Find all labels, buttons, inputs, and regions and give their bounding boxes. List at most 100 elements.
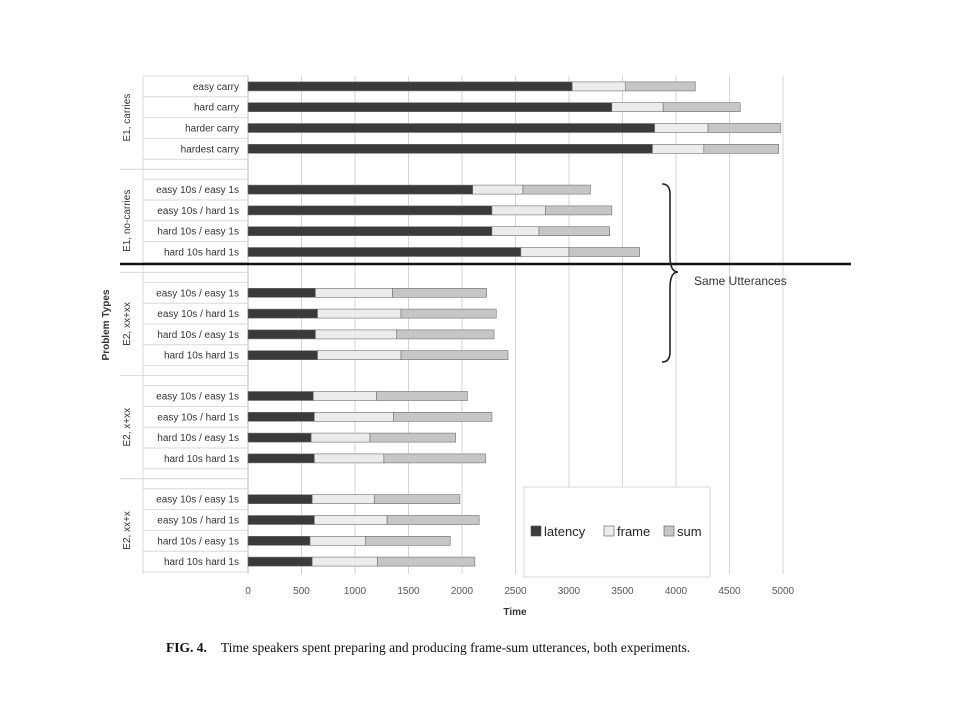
category-label: hard 10s hard 1s	[164, 351, 239, 362]
x-tick-label: 500	[293, 586, 310, 597]
bar-frame	[314, 453, 385, 464]
bar-latency	[247, 144, 653, 154]
same-utterances-annotation: Same Utterances	[694, 274, 787, 288]
bars	[247, 81, 782, 567]
legend-label-sum: sum	[677, 524, 702, 539]
bar-frame	[312, 391, 377, 401]
group-label: E1, no-carries	[122, 190, 133, 252]
category-label: easy 10s / hard 1s	[157, 516, 239, 527]
bar-latency	[247, 184, 473, 195]
bar-frame	[314, 411, 394, 422]
bar-frame	[317, 350, 402, 361]
bar-sum	[568, 247, 640, 257]
bar-sum	[625, 81, 696, 92]
bar-sum	[373, 494, 461, 505]
bar-sum	[365, 535, 451, 546]
bar-frame	[472, 184, 524, 195]
group-label: E2, xx+xx	[122, 302, 133, 346]
category-label: hard 10s / easy 1s	[157, 330, 239, 341]
group-label: E2, xx+x	[122, 511, 133, 550]
figure-label: FIG. 4.	[166, 640, 207, 655]
bar-frame	[491, 226, 540, 236]
bar-frame	[314, 515, 388, 525]
x-tick-label: 1500	[397, 586, 420, 597]
bar-sum	[383, 453, 486, 464]
bar-sum	[703, 144, 780, 154]
chart: easy carry hard carry harder carry hardest …	[101, 75, 851, 618]
bar-latency	[247, 205, 493, 216]
bar-sum	[662, 102, 741, 112]
bar-frame	[309, 535, 366, 546]
category-label: hard 10s / easy 1s	[157, 433, 239, 444]
x-tick-labels: 0 500 1000 1500 2000 2500 3000 3500 4000 4500 5000	[245, 586, 794, 597]
x-axis-title: Time	[503, 607, 527, 618]
bar-latency	[247, 247, 522, 257]
figure-caption: FIG. 4. Time speakers spent preparing and…	[166, 640, 866, 656]
bar-sum	[392, 287, 487, 298]
legend-swatch-sum	[663, 525, 675, 537]
category-label: hard 10s hard 1s	[164, 454, 239, 465]
bar-latency	[247, 391, 314, 401]
bar-latency	[247, 81, 573, 92]
bar-latency	[247, 350, 318, 361]
bar-sum	[396, 329, 495, 340]
bar-sum	[707, 123, 782, 133]
bar-frame	[611, 102, 664, 112]
group-label: E1, carries	[122, 94, 133, 142]
bar-latency	[247, 411, 315, 422]
caption-text: Time speakers spent preparing and produc…	[220, 640, 691, 655]
category-label: harder carry	[185, 124, 239, 135]
bar-sum	[400, 308, 497, 319]
y-axis-title: Problem Types	[101, 289, 112, 360]
bar-latency	[247, 453, 315, 464]
bar-sum	[400, 350, 509, 361]
bar-frame	[491, 205, 546, 216]
category-label: hard carry	[194, 103, 239, 114]
bar-latency	[247, 535, 311, 546]
bar-sum	[545, 205, 613, 216]
x-tick-label: 0	[245, 586, 251, 597]
x-tick-label: 2000	[451, 586, 474, 597]
category-label: hard 10s hard 1s	[164, 557, 239, 568]
curly-brace	[661, 183, 679, 363]
legend-label-frame: frame	[617, 524, 650, 539]
bar-frame	[311, 494, 375, 505]
bar-frame	[571, 81, 627, 92]
bar-latency	[247, 308, 318, 319]
category-label: hardest carry	[181, 144, 239, 155]
bar-latency	[247, 123, 655, 133]
bar-sum	[522, 184, 591, 195]
bar-sum	[369, 432, 456, 443]
legend-box	[523, 486, 711, 578]
bar-latency	[247, 329, 316, 340]
x-tick-label: 3000	[558, 586, 581, 597]
bar-latency	[247, 494, 313, 505]
bar-frame	[654, 123, 709, 133]
category-label: easy carry	[193, 82, 239, 93]
bar-frame	[520, 247, 570, 257]
category-label: hard 10s / easy 1s	[157, 536, 239, 547]
x-tick-label: 4500	[718, 586, 741, 597]
category-label: easy 10s / easy 1s	[156, 185, 239, 196]
group-label: E2, x+xx	[122, 408, 133, 447]
x-tick-label: 5000	[772, 586, 795, 597]
bar-latency	[247, 102, 613, 112]
category-label: easy 10s / hard 1s	[157, 412, 239, 423]
bar-sum	[386, 515, 480, 525]
bar-latency	[247, 432, 312, 443]
plot-frame	[120, 75, 249, 574]
bar-frame	[315, 287, 393, 298]
bar-latency	[247, 556, 313, 567]
category-label: easy 10s / hard 1s	[157, 309, 239, 320]
bar-latency	[247, 515, 315, 525]
category-label: easy 10s / easy 1s	[156, 288, 239, 299]
bar-frame	[652, 144, 705, 154]
x-tick-label: 1000	[344, 586, 367, 597]
legend: latency frame sum	[523, 486, 711, 578]
category-label: easy 10s / easy 1s	[156, 495, 239, 506]
gridlines	[247, 76, 784, 574]
category-labels: easy carry hard carry harder carry hardest …	[122, 82, 239, 568]
category-label: easy 10s / hard 1s	[157, 206, 239, 217]
x-tick-label: 2500	[504, 586, 527, 597]
legend-label-latency: latency	[544, 524, 586, 539]
